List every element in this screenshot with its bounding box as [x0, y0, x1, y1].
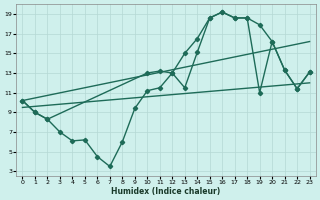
X-axis label: Humidex (Indice chaleur): Humidex (Indice chaleur)	[111, 187, 221, 196]
